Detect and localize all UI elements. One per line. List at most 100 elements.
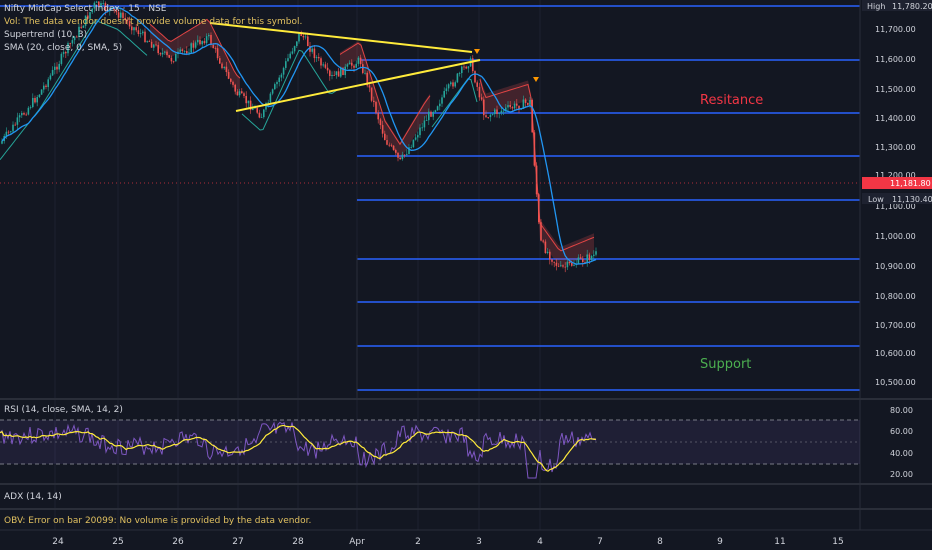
candle-body xyxy=(276,81,278,85)
candle-body xyxy=(423,120,426,128)
candle-body xyxy=(21,113,23,116)
candle-body xyxy=(32,97,34,108)
candle-body xyxy=(260,117,263,118)
candle-body xyxy=(507,105,509,108)
candle-body xyxy=(461,66,463,74)
candle-body xyxy=(300,32,302,36)
candle-body xyxy=(551,259,553,262)
candle-body xyxy=(223,66,225,69)
candle-body xyxy=(205,36,208,44)
candle-body xyxy=(117,12,120,18)
candle-body xyxy=(509,105,511,108)
candle-body xyxy=(175,53,177,62)
candle-body xyxy=(40,89,43,95)
sma-legend[interactable]: SMA (20, close, 0, SMA, 5) xyxy=(4,43,122,53)
candle-body xyxy=(282,67,285,75)
time-tick-label: 7 xyxy=(597,537,603,547)
candle-body xyxy=(249,100,252,111)
candle-body xyxy=(95,1,98,3)
candle-body xyxy=(133,27,135,31)
candle-body xyxy=(377,112,379,120)
candle-body xyxy=(16,117,19,125)
candle-body xyxy=(252,108,254,111)
candle-body xyxy=(311,48,313,52)
candle-body xyxy=(14,124,16,126)
candle-body xyxy=(208,34,210,37)
symbol-title[interactable]: Nifty MidCap Select Index · 15 · NSE xyxy=(4,4,167,14)
candle-body xyxy=(135,27,137,31)
low-tag: Low xyxy=(868,195,884,204)
upper-trendline[interactable] xyxy=(209,22,473,53)
price-axis[interactable]: 11,700.00 11,600.00 11,500.00 11,400.00 11,3… xyxy=(875,25,916,387)
candle-body xyxy=(533,132,536,166)
candle-body xyxy=(67,43,69,54)
candle-body xyxy=(148,41,151,43)
candle-body xyxy=(434,110,437,113)
adx-legend[interactable]: ADX (14, 14) xyxy=(4,492,62,502)
candle-body xyxy=(150,41,153,48)
candle-body xyxy=(1,141,3,144)
horizontal-levels xyxy=(0,5,860,398)
price-tick-label: 10,500.00 xyxy=(875,378,916,387)
candle-body xyxy=(265,103,267,110)
candle-body xyxy=(91,8,93,13)
candle-body xyxy=(421,127,423,129)
candle-body xyxy=(238,91,241,96)
candle-body xyxy=(245,95,247,104)
rsi-legend[interactable]: RSI (14, close, SMA, 14, 2) xyxy=(4,405,123,415)
supertrend-legend[interactable]: Supertrend (10, 3) xyxy=(4,30,87,40)
candle-body xyxy=(538,194,540,223)
candle-body xyxy=(542,240,544,242)
candle-body xyxy=(362,64,364,74)
time-tick-label: 4 xyxy=(537,537,543,547)
candle-body xyxy=(318,57,320,59)
candle-body xyxy=(203,41,206,44)
candle-body xyxy=(289,53,291,59)
candle-body xyxy=(192,43,195,48)
candle-body xyxy=(124,17,126,20)
support-label: Support xyxy=(700,357,751,372)
candle-body xyxy=(518,105,520,110)
main-pane[interactable] xyxy=(0,0,860,398)
candle-body xyxy=(62,52,65,54)
candle-body xyxy=(586,254,588,263)
candle-body xyxy=(557,265,560,267)
candle-body xyxy=(439,103,441,107)
candle-body xyxy=(80,26,82,28)
price-tick-label: 10,900.00 xyxy=(875,262,916,271)
candle-body xyxy=(315,57,318,59)
time-axis[interactable]: 24 25 26 27 28 Apr 2 3 4 7 8 9 11 15 xyxy=(52,537,843,547)
candle-body xyxy=(285,61,287,68)
candle-body xyxy=(463,66,465,68)
candle-body xyxy=(531,99,533,133)
candle-body xyxy=(441,97,443,104)
volume-note[interactable]: Vol: The data vendor doesn't provide vol… xyxy=(4,17,302,27)
candle-body xyxy=(166,51,168,56)
candle-body xyxy=(153,44,155,48)
candle-body xyxy=(56,66,58,70)
candle-body xyxy=(234,84,236,92)
candle-body xyxy=(491,114,494,115)
candle-body xyxy=(381,125,384,134)
candle-body xyxy=(450,82,452,85)
candle-body xyxy=(65,52,67,54)
candle-body xyxy=(254,107,256,109)
candle-body xyxy=(60,53,63,64)
candle-body xyxy=(179,49,181,52)
lower-trendline[interactable] xyxy=(235,59,481,112)
sma-line xyxy=(1,6,597,265)
candle-body xyxy=(447,84,450,89)
candle-body xyxy=(144,31,146,43)
candle-body xyxy=(274,84,276,90)
candle-body xyxy=(379,119,382,126)
candle-body xyxy=(348,62,351,65)
obv-legend[interactable]: OBV: Error on bar 20099: No volume is pr… xyxy=(4,516,311,526)
candle-body xyxy=(478,86,481,98)
candle-body xyxy=(527,102,529,105)
candle-body xyxy=(582,258,584,263)
candle-body xyxy=(524,99,527,103)
price-tick-label: 10,600.00 xyxy=(875,349,916,358)
price-tick-label: 11,500.00 xyxy=(875,85,916,94)
candle-body xyxy=(139,33,142,35)
